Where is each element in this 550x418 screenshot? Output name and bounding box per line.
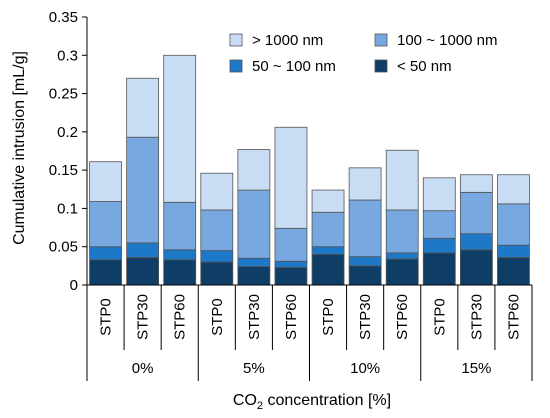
bar-segment (89, 161, 122, 202)
bar-segment (497, 174, 530, 205)
bar-segment (311, 246, 345, 255)
bar-segment (385, 258, 419, 286)
legend-label: 100 ~ 1000 nm (397, 32, 498, 49)
y-tick-label: 0.1 (57, 200, 78, 217)
x-category-label: STP0 (98, 298, 115, 336)
bar-segment (89, 246, 122, 261)
bar-segment (311, 253, 345, 286)
bar-segment (385, 209, 419, 254)
bar-segment (126, 242, 160, 258)
x-category-label: STP30 (246, 294, 263, 340)
bar-segment (237, 149, 271, 191)
y-tick-label: 0.2 (57, 124, 78, 141)
y-tick-label: 0.35 (49, 9, 78, 26)
bar-segment (237, 266, 271, 286)
bar-segment (163, 54, 197, 203)
y-axis-title: Cumulative intrusion [mL/g] (11, 51, 28, 245)
bar-segment (497, 257, 530, 286)
x-category-label: STP0 (320, 298, 337, 336)
x-category-label: STP60 (505, 294, 522, 340)
x-group-label: 15% (461, 360, 491, 377)
bar-segment (200, 172, 234, 211)
x-axis-title: CO2 concentration [%] (233, 392, 391, 412)
bar-segment (459, 191, 493, 235)
x-category-label: STP60 (283, 294, 300, 340)
legend-swatch (374, 33, 388, 47)
bar-segment (422, 177, 456, 212)
bar-segment (126, 136, 160, 244)
bars (89, 54, 530, 286)
x-category-label: STP0 (209, 298, 226, 336)
legend-swatch (229, 59, 243, 73)
bar-segment (163, 259, 197, 286)
y-axis-ticks: 0 0.05 0.1 0.15 0.2 0.25 0.3 0.35 (49, 9, 87, 294)
bar-segment (126, 77, 160, 138)
bar-segment (126, 257, 160, 286)
bar-segment (274, 227, 308, 262)
bar-segment (497, 244, 530, 258)
bar-segment (274, 266, 308, 286)
bar-segment (89, 259, 122, 286)
y-tick-label: 0.05 (49, 239, 78, 256)
bar-segment (422, 237, 456, 254)
bar-segment (385, 252, 419, 260)
x-category-label: STP30 (135, 294, 152, 340)
bar-segment (459, 174, 493, 193)
x-category-label: STP60 (394, 294, 411, 340)
x-category-label: STP30 (468, 294, 485, 340)
legend-label: < 50 nm (397, 58, 452, 75)
x-group-label: 0% (132, 360, 154, 377)
x-group-label: 10% (350, 360, 380, 377)
bar-segment (274, 126, 308, 229)
x-axis-title-prefix: CO (233, 392, 257, 409)
bar-segment (348, 256, 382, 267)
bar-segment (497, 203, 530, 246)
bar-segment (200, 250, 234, 263)
axes (86, 17, 533, 381)
y-tick-label: 0.25 (49, 86, 78, 103)
bar-segment (200, 209, 234, 251)
x-group-label: 5% (243, 360, 265, 377)
legend-label: > 1000 nm (252, 32, 323, 49)
bar-segment (163, 201, 197, 251)
y-tick-label: 0.3 (57, 47, 78, 64)
bar-segment (89, 201, 122, 248)
legend-swatch (229, 33, 243, 47)
y-tick-label: 0 (70, 277, 78, 294)
x-category-label: STP0 (431, 298, 448, 336)
legend: > 1000 nm 100 ~ 1000 nm 50 ~ 100 nm < 50 nm (229, 32, 498, 75)
bar-segment (348, 167, 382, 201)
bar-segment (385, 149, 419, 211)
bar-segment (237, 189, 271, 259)
bar-segment (311, 189, 345, 213)
legend-label: 50 ~ 100 nm (252, 58, 336, 75)
bar-segment (348, 265, 382, 286)
bar-segment (348, 199, 382, 258)
bar-segment (422, 210, 456, 239)
x-category-label: STP30 (357, 294, 374, 340)
bar-segment (459, 233, 493, 251)
bar-segment (422, 252, 456, 286)
x-category-label: STP60 (172, 294, 189, 340)
x-axis-title-suffix: concentration [%] (263, 392, 391, 409)
bar-segment (237, 257, 271, 268)
y-tick-label: 0.15 (49, 162, 78, 179)
x-axis-categories: STP0 STP30 STP60 STP0 STP30 STP60 STP0 STP30 STP… (98, 294, 523, 377)
bar-segment (274, 260, 308, 268)
bar-segment (459, 249, 493, 286)
bar-segment (163, 249, 197, 261)
x-axis-title-subscript: 2 (257, 400, 263, 412)
bar-segment (200, 261, 234, 286)
legend-swatch (374, 59, 388, 73)
bar-segment (311, 211, 345, 248)
